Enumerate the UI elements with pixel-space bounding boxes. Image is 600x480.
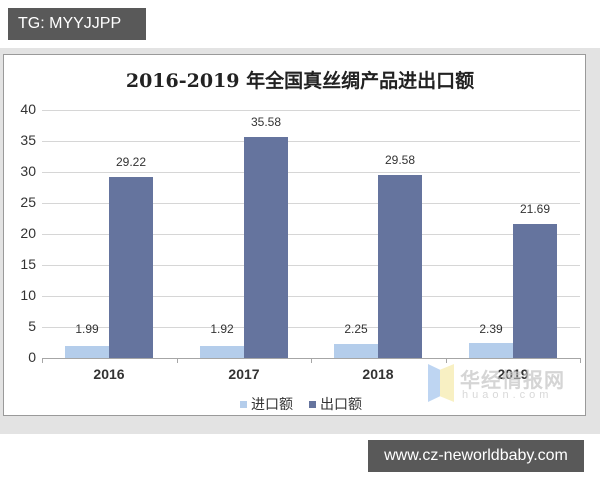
value-label-export: 29.22 — [115, 155, 147, 169]
x-tick-mark — [42, 358, 43, 363]
gridline — [42, 110, 580, 111]
bar-export — [109, 177, 153, 358]
watermark-en-text: huaon.com — [462, 389, 553, 401]
y-tick-label: 25 — [20, 194, 36, 210]
legend-label-export: 出口额 — [320, 396, 362, 412]
value-label-import: 1.92 — [210, 322, 234, 336]
value-label-import: 2.39 — [479, 322, 503, 336]
value-label-export: 21.69 — [519, 202, 551, 216]
value-label-import: 2.25 — [344, 322, 368, 336]
watermark-logo-icon — [428, 364, 440, 402]
gridline — [42, 172, 580, 173]
bar-import — [469, 343, 513, 358]
value-label-import: 1.99 — [75, 322, 99, 336]
x-tick-mark — [311, 358, 312, 363]
legend-label-import: 进口额 — [251, 396, 293, 412]
x-tick-label: 2019 — [497, 366, 529, 382]
y-tick-label: 15 — [20, 256, 36, 272]
bar-import — [200, 346, 244, 358]
value-label-export: 35.58 — [250, 115, 282, 129]
value-label-export: 29.58 — [384, 153, 416, 167]
gridline — [42, 265, 580, 266]
y-tick-label: 5 — [28, 318, 36, 334]
bar-import — [334, 344, 378, 358]
legend: 进口额 出口额 — [240, 394, 374, 414]
bar-import — [65, 346, 109, 358]
legend-swatch-import — [240, 400, 247, 408]
x-tick-label: 2018 — [362, 366, 394, 382]
gridline — [42, 141, 580, 142]
bar-export — [378, 175, 422, 358]
watermark-cn-text: 华经情报网 — [460, 370, 565, 392]
y-tick-label: 35 — [20, 132, 36, 148]
bar-export — [513, 224, 557, 358]
x-tick-label: 2017 — [228, 366, 260, 382]
x-tick-mark — [580, 358, 581, 363]
watermark: 华经情报网 huaon.com — [428, 362, 588, 406]
top-tag: TG: MYYJJPP — [8, 8, 146, 40]
x-tick-mark — [446, 358, 447, 363]
bottom-tag: www.cz-neworldbaby.com — [368, 440, 584, 472]
watermark-logo-icon-right — [440, 364, 454, 402]
y-tick-label: 10 — [20, 287, 36, 303]
x-tick-mark — [177, 358, 178, 363]
legend-swatch-export — [309, 400, 316, 408]
gridline — [42, 296, 580, 297]
gridline — [42, 327, 580, 328]
gridline — [42, 203, 580, 204]
bar-export — [244, 137, 288, 358]
x-tick-label: 2016 — [93, 366, 125, 382]
legend-item-import: 进口额 — [240, 394, 293, 414]
y-tick-label: 20 — [20, 225, 36, 241]
gridline — [42, 234, 580, 235]
chart-title: 2016-2019 年全国真丝绸产品进出口额 — [125, 70, 475, 92]
legend-item-export: 出口额 — [309, 394, 362, 414]
y-tick-label: 30 — [20, 163, 36, 179]
y-tick-label: 0 — [28, 349, 36, 365]
y-tick-label: 40 — [20, 101, 36, 117]
